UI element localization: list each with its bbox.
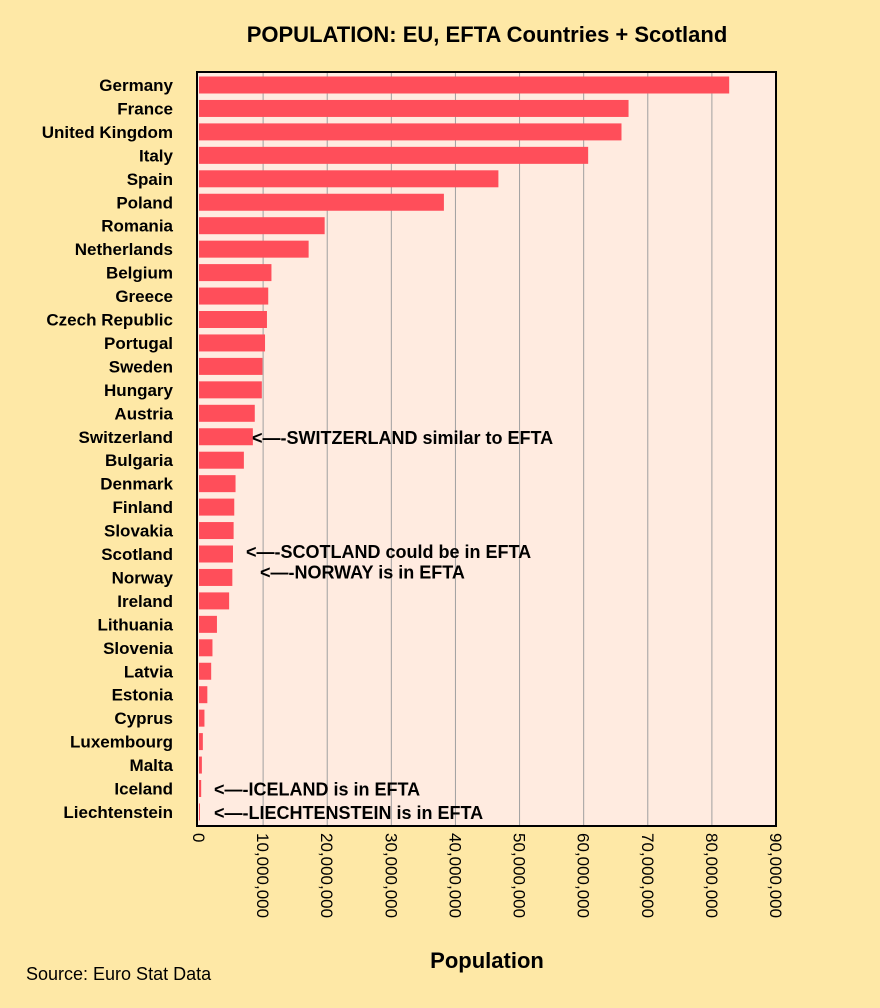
category-label: Italy <box>139 146 174 165</box>
bar-liechtenstein <box>199 803 200 821</box>
category-label: Austria <box>114 404 173 423</box>
x-tick-labels: 0 10,000,000 20,000,000 30,000,000 40,000,00… <box>189 833 785 918</box>
source-note: Source: Euro Stat Data <box>26 964 212 984</box>
category-label: Iceland <box>114 780 173 799</box>
x-tick-label: 80,000,000 <box>702 833 721 918</box>
bar-slovakia <box>199 522 234 540</box>
bars <box>199 76 730 821</box>
category-label: Latvia <box>124 662 174 681</box>
category-label: Bulgaria <box>105 451 174 470</box>
x-tick-label: 40,000,000 <box>445 833 464 918</box>
bar-slovenia <box>199 639 213 657</box>
annotation-iceland: <—-ICELAND is in EFTA <box>214 780 420 800</box>
bar-estonia <box>199 686 208 704</box>
x-tick-label: 20,000,000 <box>317 833 336 918</box>
bar-ireland <box>199 592 230 610</box>
bar-romania <box>199 217 325 235</box>
bar-spain <box>199 170 499 188</box>
bar-czech-republic <box>199 311 267 328</box>
bar-malta <box>199 756 202 774</box>
chart-title: POPULATION: EU, EFTA Countries + Scotlan… <box>247 22 728 47</box>
bar-norway <box>199 568 233 586</box>
category-label: Estonia <box>112 686 174 705</box>
category-label: Liechtenstein <box>63 803 173 822</box>
bar-finland <box>199 498 235 516</box>
bar-scotland <box>199 545 233 563</box>
bar-poland <box>199 193 444 211</box>
bar-iceland <box>199 780 202 797</box>
category-label: Ireland <box>117 592 173 611</box>
category-label: Finland <box>113 498 173 517</box>
bar-italy <box>199 146 589 164</box>
category-label: Spain <box>127 170 173 189</box>
category-label: Scotland <box>101 545 173 564</box>
bar-germany <box>199 76 730 94</box>
x-tick-label: 90,000,000 <box>766 833 785 918</box>
x-tick-label: 70,000,000 <box>638 833 657 918</box>
annotation-scotland: <—-SCOTLAND could be in EFTA <box>246 542 531 562</box>
category-label: Hungary <box>104 381 174 400</box>
bar-denmark <box>199 475 236 493</box>
bar-cyprus <box>199 709 205 727</box>
category-label: Slovenia <box>103 639 173 658</box>
category-label: Malta <box>130 756 174 775</box>
category-label: Poland <box>116 193 173 212</box>
x-tick-label: 10,000,000 <box>253 833 272 918</box>
annotation-liechtenstein: <—-LIECHTENSTEIN is in EFTA <box>214 803 483 823</box>
bar-bulgaria <box>199 451 244 469</box>
annotations: <—-SWITZERLAND similar to EFTA <—-SCOTLAN… <box>214 428 553 823</box>
category-label: Belgium <box>106 264 173 283</box>
x-tick-label: 30,000,000 <box>381 833 400 918</box>
plot-frame <box>196 71 777 827</box>
category-label: United Kingdom <box>42 123 173 142</box>
bar-sweden <box>199 357 263 375</box>
category-label: Sweden <box>109 357 173 376</box>
bar-united-kingdom <box>199 123 622 141</box>
bar-lithuania <box>199 615 217 633</box>
x-tick-label: 60,000,000 <box>574 833 593 918</box>
bar-hungary <box>199 381 262 399</box>
category-label: Portugal <box>104 334 173 353</box>
category-label: Greece <box>115 287 173 306</box>
x-tick-label: 50,000,000 <box>510 833 529 918</box>
category-label: Norway <box>112 568 174 587</box>
bar-portugal <box>199 334 266 352</box>
category-labels: Germany France United Kingdom Italy Spain Pol… <box>42 76 174 822</box>
category-label: Cyprus <box>114 709 173 728</box>
bar-luxembourg <box>199 733 203 751</box>
category-label: Switzerland <box>79 428 173 447</box>
bar-greece <box>199 287 269 305</box>
category-label: Lithuania <box>97 615 173 634</box>
x-tick-label: 0 <box>189 833 208 842</box>
annotation-switzerland: <—-SWITZERLAND similar to EFTA <box>252 428 553 448</box>
bar-latvia <box>199 662 212 680</box>
bar-belgium <box>199 264 272 282</box>
category-label: Slovakia <box>104 522 174 541</box>
bar-switzerland <box>199 428 253 446</box>
category-label: France <box>117 99 173 118</box>
bar-netherlands <box>199 240 309 258</box>
bar-austria <box>199 404 255 422</box>
annotation-norway: <—-NORWAY is in EFTA <box>260 562 465 582</box>
x-axis-label: Population <box>430 948 544 973</box>
category-label: Germany <box>99 76 173 95</box>
category-label: Luxembourg <box>70 733 173 752</box>
category-label: Romania <box>101 217 173 236</box>
category-label: Denmark <box>100 475 173 494</box>
bar-france <box>199 99 629 117</box>
category-label: Netherlands <box>75 240 173 259</box>
category-label: Czech Republic <box>46 311 173 330</box>
